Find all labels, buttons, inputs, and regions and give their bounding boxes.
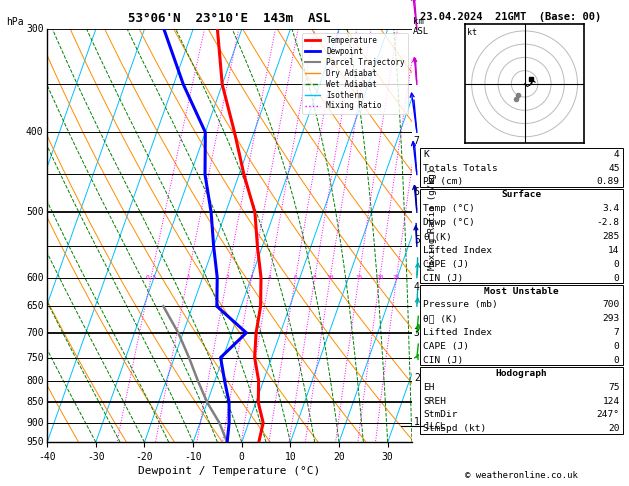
- Text: 400: 400: [26, 127, 43, 137]
- Text: θᴄ(K): θᴄ(K): [423, 232, 452, 241]
- Text: 4: 4: [614, 150, 620, 159]
- Text: Lifted Index: Lifted Index: [423, 328, 493, 337]
- Text: 900: 900: [26, 418, 43, 428]
- Text: 8: 8: [313, 275, 317, 280]
- Text: 500: 500: [26, 207, 43, 217]
- Text: 75: 75: [608, 382, 620, 392]
- Text: 3.4: 3.4: [603, 204, 620, 213]
- Text: hPa: hPa: [6, 17, 24, 27]
- Text: 600: 600: [26, 273, 43, 282]
- Text: EH: EH: [423, 382, 435, 392]
- Text: 800: 800: [26, 376, 43, 386]
- Text: -2.8: -2.8: [596, 218, 620, 227]
- Text: 20: 20: [608, 424, 620, 433]
- Text: Temp (°C): Temp (°C): [423, 204, 475, 213]
- Text: StmSpd (kt): StmSpd (kt): [423, 424, 487, 433]
- Text: 53°06'N  23°10'E  143m  ASL: 53°06'N 23°10'E 143m ASL: [128, 12, 331, 25]
- Text: Lifted Index: Lifted Index: [423, 246, 493, 255]
- Text: CIN (J): CIN (J): [423, 274, 464, 282]
- Text: 10: 10: [326, 275, 334, 280]
- Text: Surface: Surface: [501, 191, 542, 199]
- Text: 0: 0: [614, 342, 620, 351]
- Text: 2: 2: [225, 275, 229, 280]
- Text: 20: 20: [376, 275, 384, 280]
- Legend: Temperature, Dewpoint, Parcel Trajectory, Dry Adiabat, Wet Adiabat, Isotherm, Mi: Temperature, Dewpoint, Parcel Trajectory…: [302, 33, 408, 114]
- Text: Mixing Ratio (g/kg): Mixing Ratio (g/kg): [428, 168, 437, 270]
- Text: 0.89: 0.89: [596, 177, 620, 187]
- Text: 14: 14: [608, 246, 620, 255]
- Text: 0: 0: [614, 356, 620, 365]
- Text: 0: 0: [614, 260, 620, 269]
- Text: 0: 0: [614, 274, 620, 282]
- Text: θᴄ (K): θᴄ (K): [423, 314, 458, 323]
- Text: © weatheronline.co.uk: © weatheronline.co.uk: [465, 471, 578, 480]
- Text: 15: 15: [355, 275, 363, 280]
- Text: Most Unstable: Most Unstable: [484, 287, 559, 295]
- Text: 6: 6: [414, 187, 420, 196]
- Text: CIN (J): CIN (J): [423, 356, 464, 365]
- Text: 1: 1: [186, 275, 190, 280]
- Text: 6: 6: [294, 275, 298, 280]
- Text: 850: 850: [26, 398, 43, 407]
- Text: Totals Totals: Totals Totals: [423, 163, 498, 173]
- Text: 3: 3: [250, 275, 253, 280]
- Text: 293: 293: [603, 314, 620, 323]
- Text: StmDir: StmDir: [423, 410, 458, 419]
- Text: 950: 950: [26, 437, 43, 447]
- Text: 1: 1: [414, 417, 420, 427]
- Text: 45: 45: [608, 163, 620, 173]
- Text: 285: 285: [603, 232, 620, 241]
- Text: 7: 7: [614, 328, 620, 337]
- Text: Hodograph: Hodograph: [496, 369, 547, 378]
- Text: 247°: 247°: [596, 410, 620, 419]
- Text: 5: 5: [414, 235, 420, 245]
- Text: K: K: [423, 150, 429, 159]
- Text: 700: 700: [603, 300, 620, 310]
- Text: 1LCL: 1LCL: [425, 421, 445, 431]
- Text: km
ASL: km ASL: [413, 17, 430, 35]
- Text: Pressure (mb): Pressure (mb): [423, 300, 498, 310]
- Text: kt: kt: [467, 28, 477, 37]
- Text: Dewp (°C): Dewp (°C): [423, 218, 475, 227]
- Text: SREH: SREH: [423, 397, 447, 405]
- Text: 25: 25: [393, 275, 400, 280]
- Text: 750: 750: [26, 352, 43, 363]
- Text: 124: 124: [603, 397, 620, 405]
- Text: PW (cm): PW (cm): [423, 177, 464, 187]
- Text: 300: 300: [26, 24, 43, 34]
- Text: 4: 4: [267, 275, 271, 280]
- Text: 4: 4: [414, 282, 420, 292]
- Text: 0.5: 0.5: [145, 275, 157, 280]
- Text: 23.04.2024  21GMT  (Base: 00): 23.04.2024 21GMT (Base: 00): [420, 12, 601, 22]
- Text: 3: 3: [414, 329, 420, 338]
- X-axis label: Dewpoint / Temperature (°C): Dewpoint / Temperature (°C): [138, 466, 321, 476]
- Text: CAPE (J): CAPE (J): [423, 260, 469, 269]
- Text: 7: 7: [414, 136, 420, 146]
- Text: 700: 700: [26, 328, 43, 338]
- Text: 2: 2: [414, 373, 420, 383]
- Text: 650: 650: [26, 301, 43, 311]
- Text: CAPE (J): CAPE (J): [423, 342, 469, 351]
